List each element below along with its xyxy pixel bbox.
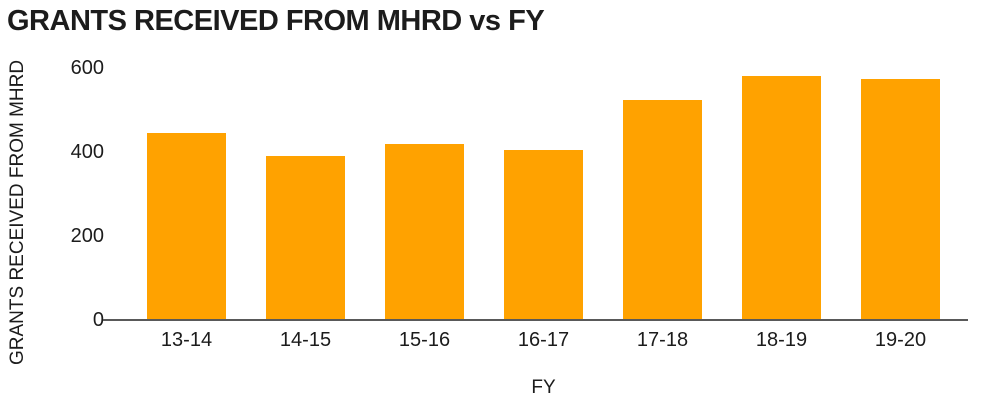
chart-title: GRANTS RECEIVED FROM MHRD vs FY [7,5,545,37]
bar[interactable] [861,78,940,320]
x-axis-line [103,319,968,321]
bar[interactable] [504,149,583,320]
y-tick-label: 400 [70,141,104,163]
x-tick-label: 15-16 [398,329,451,351]
x-tick-label: 16-17 [517,329,570,351]
x-tick-label: 19-20 [874,329,927,351]
y-tick-label: 0 [92,309,104,331]
bar[interactable] [742,76,821,320]
y-tick-label: 200 [70,225,104,247]
x-tick-label: 13-14 [160,329,213,351]
x-axis-title: FY [531,377,556,398]
y-tick-label: 600 [70,57,104,79]
x-tick-label: 14-15 [279,329,332,351]
x-tick-label: 18-19 [755,329,808,351]
x-tick-label: 17-18 [636,329,689,351]
bar[interactable] [385,143,464,320]
bar[interactable] [266,156,345,320]
bar[interactable] [147,133,226,320]
y-axis-title: GRANTS RECEIVED FROM MHRD [7,59,28,365]
bar[interactable] [623,99,702,320]
y-axis-tick-labels: 0 200 400 600 [28,57,104,331]
plot-area: 13-14 14-15 15-16 16-17 17-18 18-19 19-20 [127,68,960,351]
